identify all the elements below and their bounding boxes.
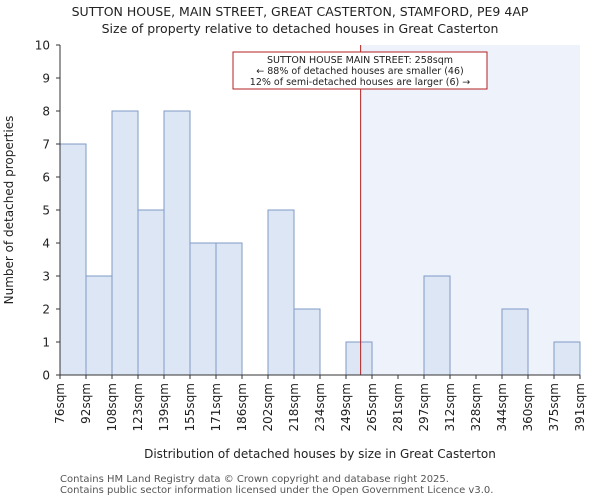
x-tick-label: 360sqm: [521, 383, 535, 431]
y-tick-label: 3: [42, 270, 50, 284]
bar-218sqm: [293, 308, 321, 376]
footer-copyright: Contains HM Land Registry data © Crown c…: [60, 474, 449, 485]
bar-155sqm: [189, 242, 217, 376]
y-tick-label: 5: [42, 204, 50, 218]
annotation-line1: SUTTON HOUSE MAIN STREET: 258sqm: [267, 55, 453, 66]
bar-123sqm: [137, 209, 165, 376]
annotation-line3: 12% of semi-detached houses are larger (…: [250, 77, 470, 88]
x-tick-label: 123sqm: [131, 383, 145, 431]
x-tick-label: 344sqm: [495, 383, 509, 431]
y-tick-label: 2: [42, 303, 50, 317]
x-tick-label: 218sqm: [287, 383, 301, 431]
x-tick-label: 312sqm: [443, 383, 457, 431]
x-tick-label: 108sqm: [105, 383, 119, 431]
x-tick-label: 391sqm: [573, 383, 587, 431]
x-tick-label: 328sqm: [469, 383, 483, 431]
y-tick-label: 4: [42, 237, 50, 251]
x-tick-label: 281sqm: [391, 383, 405, 431]
x-tick-label: 297sqm: [417, 383, 431, 431]
x-tick-label: 171sqm: [209, 383, 223, 431]
bar-249sqm: [345, 341, 373, 376]
bar-108sqm: [111, 110, 139, 376]
bar-202sqm: [267, 209, 295, 376]
x-tick-label: 375sqm: [547, 383, 561, 431]
y-tick-label: 0: [42, 369, 50, 383]
chart-subtitle: Size of property relative to detached ho…: [101, 21, 499, 36]
x-tick-label: 92sqm: [79, 383, 93, 424]
annotation-line2: ← 88% of detached houses are smaller (46…: [256, 66, 463, 77]
y-tick-label: 8: [42, 105, 50, 119]
bar-171sqm: [215, 242, 243, 376]
x-tick-label: 202sqm: [261, 383, 275, 431]
y-tick-label: 6: [42, 171, 50, 185]
chart-title: SUTTON HOUSE, MAIN STREET, GREAT CASTERT…: [71, 4, 529, 19]
larger-region-shade: [360, 45, 580, 375]
annotation-box: [232, 51, 488, 90]
bar-375sqm: [553, 341, 581, 376]
bar-139sqm: [163, 110, 191, 376]
y-tick-label: 7: [42, 138, 50, 152]
x-tick-label: 234sqm: [313, 383, 327, 431]
x-tick-label: 155sqm: [183, 383, 197, 431]
x-tick-label: 76sqm: [53, 383, 67, 424]
y-axis-label: Number of detached properties: [2, 116, 16, 305]
bar-297sqm: [423, 275, 451, 376]
x-tick-label: 186sqm: [235, 383, 249, 431]
bar-92sqm: [85, 275, 113, 376]
x-tick-label: 249sqm: [339, 383, 353, 431]
y-tick-label: 9: [42, 72, 50, 86]
bar-76sqm: [59, 143, 87, 376]
x-tick-label: 139sqm: [157, 383, 171, 431]
y-tick-label: 10: [35, 39, 50, 53]
x-tick-label: 265sqm: [365, 383, 379, 431]
footer-licence: Contains public sector information licen…: [60, 485, 494, 496]
bar-344sqm: [501, 308, 529, 376]
y-tick-label: 1: [42, 336, 50, 350]
x-axis-label: Distribution of detached houses by size …: [144, 447, 496, 461]
